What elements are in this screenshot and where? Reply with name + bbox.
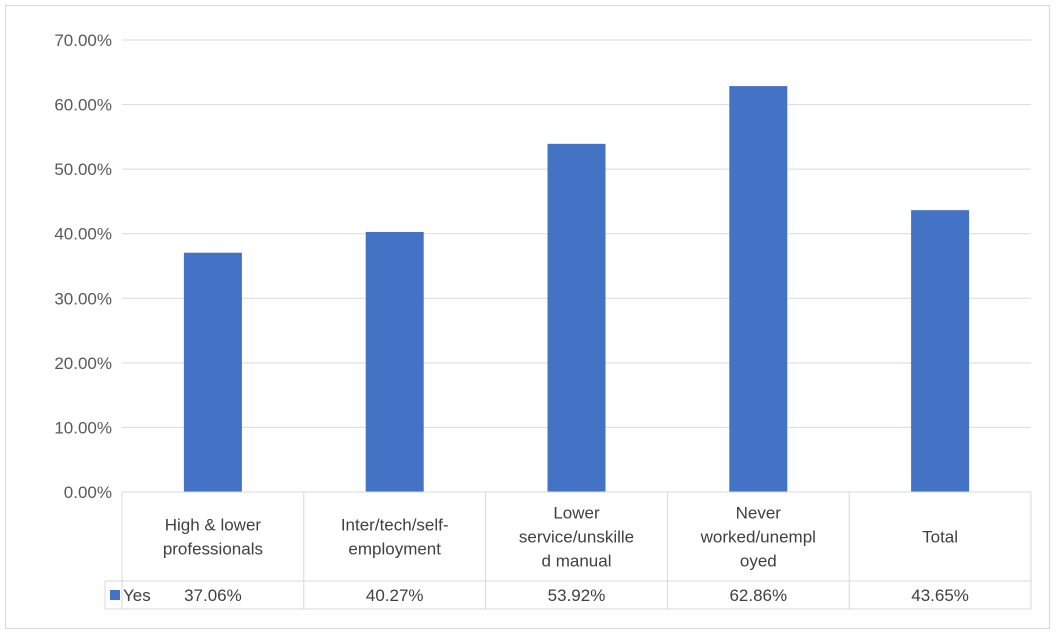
- data-label: 43.65%: [911, 586, 969, 605]
- data-label: 62.86%: [729, 586, 787, 605]
- y-tick-label: 30.00%: [54, 289, 112, 308]
- legend-key: [110, 590, 120, 600]
- bar: [183, 252, 242, 492]
- bar: [911, 210, 970, 492]
- y-tick-label: 20.00%: [54, 354, 112, 373]
- y-tick-label: 40.00%: [54, 225, 112, 244]
- bar: [729, 86, 788, 492]
- y-tick-label: 50.00%: [54, 160, 112, 179]
- data-label: 37.06%: [184, 586, 242, 605]
- chart-frame: [5, 5, 1050, 629]
- x-tick-label: Inter/tech/self-employment: [341, 516, 449, 559]
- y-tick-label: 0.00%: [64, 483, 112, 502]
- x-tick-label: High & lower professionals: [163, 516, 263, 559]
- bar: [547, 143, 606, 492]
- bar: [365, 231, 424, 492]
- data-label: 53.92%: [548, 586, 606, 605]
- data-label: 40.27%: [366, 586, 424, 605]
- x-tick-label: Total: [922, 528, 958, 547]
- y-tick-label: 70.00%: [54, 31, 112, 50]
- legend-label: Yes: [123, 586, 151, 605]
- x-tick-label: Lower service/unskille d manual: [519, 504, 634, 571]
- y-tick-label: 10.00%: [54, 418, 112, 437]
- y-tick-label: 60.00%: [54, 96, 112, 115]
- x-tick-label: Never worked/unempl oyed: [700, 504, 816, 571]
